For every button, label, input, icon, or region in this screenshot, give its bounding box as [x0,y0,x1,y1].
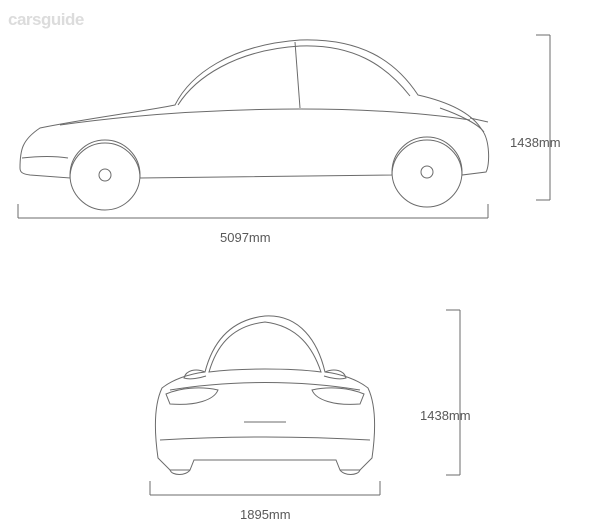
diagram-svg [0,0,592,532]
side-length-label: 5097mm [220,230,271,245]
side-height-label: 1438mm [510,135,561,150]
side-height-bracket [536,35,550,200]
front-height-bracket [446,310,460,475]
side-view-car [20,40,489,210]
front-width-bracket [150,481,380,495]
front-height-label: 1438mm [420,408,471,423]
front-width-label: 1895mm [240,507,291,522]
front-view-car [155,316,374,475]
